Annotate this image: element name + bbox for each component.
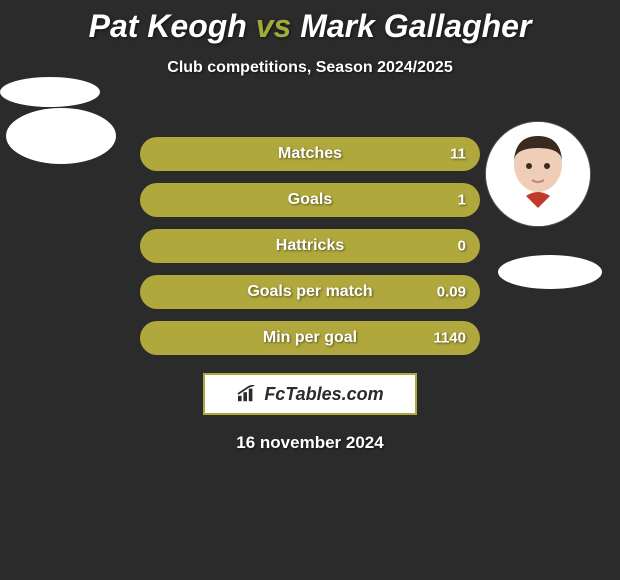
brand-chart-icon [236,385,258,403]
player1-name: Pat Keogh [89,8,247,44]
player1-shadow-disc [0,77,100,107]
stat-value-right: 1140 [433,330,466,347]
stat-bar: Min per goal 1140 [140,321,480,355]
stat-value-right: 0 [458,238,466,255]
stat-bar: Hattricks 0 [140,229,480,263]
stat-value-right: 11 [450,146,466,163]
subtitle: Club competitions, Season 2024/2025 [0,59,620,77]
stat-bar: Goals per match 0.09 [140,275,480,309]
comparison-title: Pat Keogh vs Mark Gallagher [0,0,620,45]
stat-bars: Matches 11 Goals 1 Hattricks 0 Goals per match… [140,137,480,355]
stat-label: Min per goal [263,329,357,347]
stat-bar: Goals 1 [140,183,480,217]
stat-bar: Matches 11 [140,137,480,171]
title-vs: vs [256,8,292,44]
stats-area: Matches 11 Goals 1 Hattricks 0 Goals per match… [0,137,620,453]
stat-value-right: 1 [458,192,466,209]
snapshot-date: 16 november 2024 [0,433,620,453]
stat-value-right: 0.09 [437,284,466,301]
brand-box[interactable]: FcTables.com [203,373,417,415]
player2-name: Mark Gallagher [300,8,531,44]
stat-label: Goals per match [247,283,372,301]
stat-label: Matches [278,145,342,163]
brand-text: FcTables.com [264,384,383,405]
stat-label: Goals [288,191,332,209]
stat-label: Hattricks [276,237,344,255]
